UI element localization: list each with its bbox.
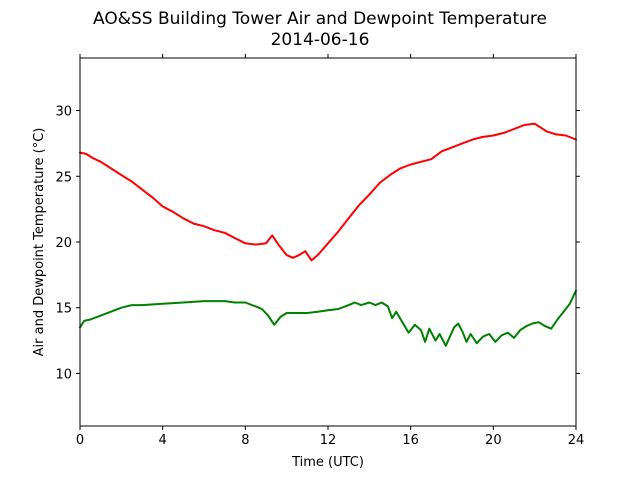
x-tick-label: 0 [76,433,84,448]
y-tick-label: 15 [55,302,72,317]
x-tick-label: 12 [320,433,337,448]
y-tick-label: 25 [55,170,72,185]
y-tick-label: 20 [55,236,72,251]
x-tick-label: 4 [159,433,167,448]
x-tick-label: 20 [485,433,502,448]
series-layer [79,122,577,347]
x-axis: 0 4 8 12 16 20 24 [76,54,584,448]
y-axis-label: Air and Dewpoint Temperature (°C) [32,128,47,357]
y-axis: 10 15 20 25 30 [55,105,580,382]
dewpoint-temperature-line [79,289,577,347]
chart-subtitle: 2014-06-16 [271,30,370,50]
y-tick-label: 30 [55,105,72,120]
air-temperature-line [79,122,577,262]
x-tick-label: 24 [568,433,585,448]
y-tick-label: 10 [55,367,72,382]
plot-area [79,57,577,427]
chart-title: AO&SS Building Tower Air and Dewpoint Te… [93,9,547,29]
x-tick-label: 8 [241,433,249,448]
x-axis-label: Time (UTC) [291,455,364,470]
x-tick-label: 16 [402,433,419,448]
